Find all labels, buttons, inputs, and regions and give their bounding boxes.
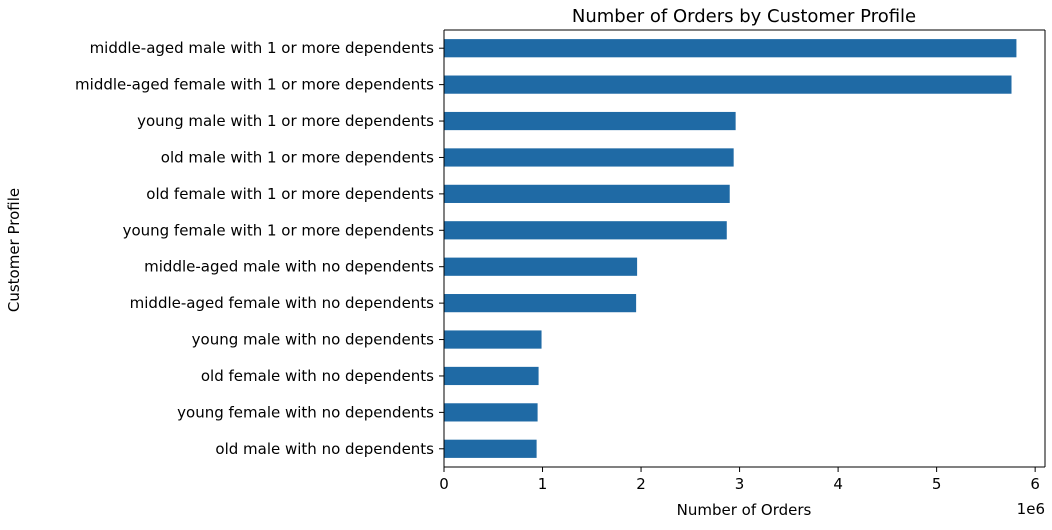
- y-tick-label: middle-aged female with no dependents: [130, 294, 435, 312]
- x-tick-label: 6: [1030, 475, 1040, 493]
- y-tick-label: middle-aged female with 1 or more depend…: [75, 76, 434, 94]
- bar: [444, 221, 727, 240]
- bar: [444, 75, 1012, 94]
- bar: [444, 439, 537, 458]
- bar: [444, 257, 638, 276]
- y-tick-label: middle-aged male with no dependents: [144, 258, 434, 276]
- y-tick-label: young female with 1 or more dependents: [123, 221, 435, 239]
- y-axis-ticks: middle-aged male with 1 or more dependen…: [75, 39, 444, 458]
- bar: [444, 294, 637, 313]
- bar: [444, 39, 1017, 58]
- chart-title: Number of Orders by Customer Profile: [572, 6, 916, 27]
- bars-layer: [444, 39, 1017, 458]
- x-tick-label: 4: [833, 475, 843, 493]
- bar: [444, 148, 734, 167]
- bar: [444, 184, 730, 203]
- x-tick-label: 3: [735, 475, 745, 493]
- y-tick-label: young female with no dependents: [177, 403, 434, 421]
- bar: [444, 403, 538, 422]
- x-axis-offset-label: 1e6: [1017, 500, 1045, 518]
- x-tick-label: 5: [932, 475, 942, 493]
- y-tick-label: old male with no dependents: [215, 440, 434, 458]
- bar: [444, 330, 542, 349]
- y-tick-label: old female with no dependents: [201, 367, 434, 385]
- y-tick-label: old male with 1 or more dependents: [161, 148, 434, 166]
- x-axis-label: Number of Orders: [677, 501, 812, 519]
- y-tick-label: middle-aged male with 1 or more dependen…: [90, 39, 435, 57]
- y-axis-label: Customer Profile: [5, 188, 23, 312]
- x-tick-label: 2: [636, 475, 646, 493]
- bar: [444, 111, 736, 131]
- y-tick-label: old female with 1 or more dependents: [146, 185, 434, 203]
- x-tick-label: 0: [439, 475, 449, 493]
- y-tick-label: young male with no dependents: [192, 331, 435, 349]
- bar: [444, 366, 539, 386]
- axes-frame: [443, 29, 1046, 468]
- x-tick-label: 1: [538, 475, 548, 493]
- x-axis-ticks: 0 1 2 3 4 5 6: [439, 467, 1040, 493]
- y-tick-label: young male with 1 or more dependents: [137, 112, 434, 130]
